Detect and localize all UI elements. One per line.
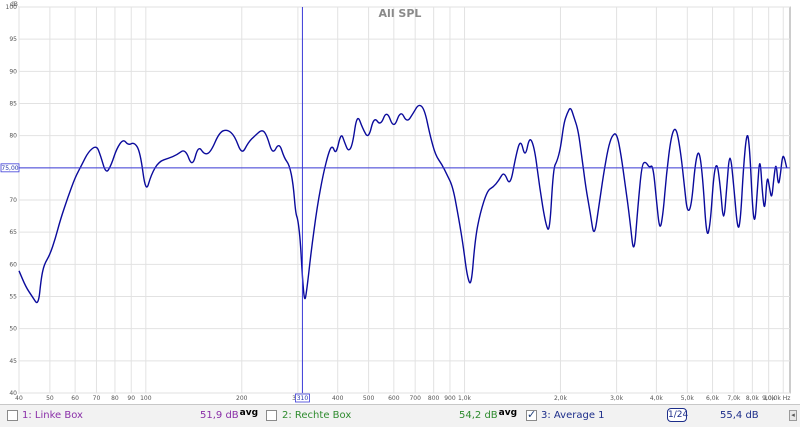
legend-value-2: 54,2 dBavg xyxy=(459,408,518,421)
legend-checkbox-3[interactable] xyxy=(526,408,537,421)
chart-title: All SPL xyxy=(379,7,422,20)
grid xyxy=(18,6,791,394)
y-tick-label: 40 xyxy=(9,390,17,397)
y-tick-label: 85 xyxy=(9,101,17,108)
series-line-average xyxy=(18,104,788,304)
y-tick-label: 60 xyxy=(9,261,17,268)
x-tick-label: 8,0k xyxy=(746,395,760,402)
x-tick-label: 3,0k xyxy=(610,395,624,402)
y-tick-label: 100 xyxy=(6,4,18,11)
legend-checkbox-2[interactable] xyxy=(266,410,277,421)
x-tick-label: 9,0k xyxy=(762,395,776,402)
legend-checkbox-1[interactable] xyxy=(7,410,18,421)
x-tick-label: 6,0k xyxy=(706,395,720,402)
x-tick-label: 800 xyxy=(428,395,440,402)
x-tick-label: 80 xyxy=(111,395,119,402)
x-tick-label: 70 xyxy=(93,395,101,402)
x-tick-label: 10,0k Hz xyxy=(764,395,790,402)
x-tick-label: 700 xyxy=(409,395,421,402)
x-tick-label: 90 xyxy=(127,395,135,402)
legend-bar: 1: Linke Box 51,9 dBavg 2: Rechte Box 54… xyxy=(0,404,800,427)
series-group xyxy=(18,104,788,304)
legend-value-3: 55,4 dB xyxy=(720,410,759,421)
x-tick-label: 60 xyxy=(71,395,79,402)
x-tick-label: 600 xyxy=(388,395,400,402)
cursor-x-readout: 310 xyxy=(297,395,309,402)
crosshair-cursor[interactable]: 75,00 310 xyxy=(0,7,790,403)
x-tick-label: 50 xyxy=(46,395,54,402)
x-tick-label: 100 xyxy=(140,395,152,402)
cursor-x-readout-box xyxy=(295,393,310,403)
spl-chart[interactable]: 404550556065707580859095100 405060708090… xyxy=(0,0,800,404)
y-tick-label: 70 xyxy=(9,197,17,204)
x-tick-label: 1,0k xyxy=(458,395,472,402)
y-tick-label: 95 xyxy=(9,36,17,43)
x-tick-label: 40 xyxy=(15,395,23,402)
y-tick-labels: 404550556065707580859095100 xyxy=(6,4,18,397)
legend-label-3[interactable]: 3: Average 1 xyxy=(541,410,605,421)
y-tick-label: 80 xyxy=(9,133,17,140)
legend-value-1: 51,9 dBavg xyxy=(200,408,259,421)
y-axis-unit: dB xyxy=(10,1,18,8)
x-tick-label: 4,0k xyxy=(650,395,664,402)
x-tick-label: 2,0k xyxy=(554,395,568,402)
cursor-y-readout: 75,00 xyxy=(1,165,18,172)
x-tick-label: 200 xyxy=(236,395,248,402)
legend-scroll-icon[interactable]: ◂ xyxy=(789,410,797,421)
smoothing-selector[interactable]: 1/24 xyxy=(667,408,689,422)
legend-label-2[interactable]: 2: Rechte Box xyxy=(282,410,352,421)
y-tick-label: 45 xyxy=(9,358,17,365)
x-tick-label: 7,0k xyxy=(727,395,741,402)
x-tick-label: 5,0k xyxy=(681,395,695,402)
x-tick-label: 500 xyxy=(363,395,375,402)
x-tick-label: 900 xyxy=(444,395,456,402)
x-tick-label: 400 xyxy=(332,395,344,402)
y-tick-label: 50 xyxy=(9,326,17,333)
y-tick-label: 90 xyxy=(9,68,17,75)
legend-label-1[interactable]: 1: Linke Box xyxy=(22,410,83,421)
x-tick-labels: 4050607080901002003004005006007008009001… xyxy=(15,395,790,402)
y-tick-label: 55 xyxy=(9,294,17,301)
y-tick-label: 65 xyxy=(9,229,17,236)
cursor-y-readout-box xyxy=(0,163,20,173)
